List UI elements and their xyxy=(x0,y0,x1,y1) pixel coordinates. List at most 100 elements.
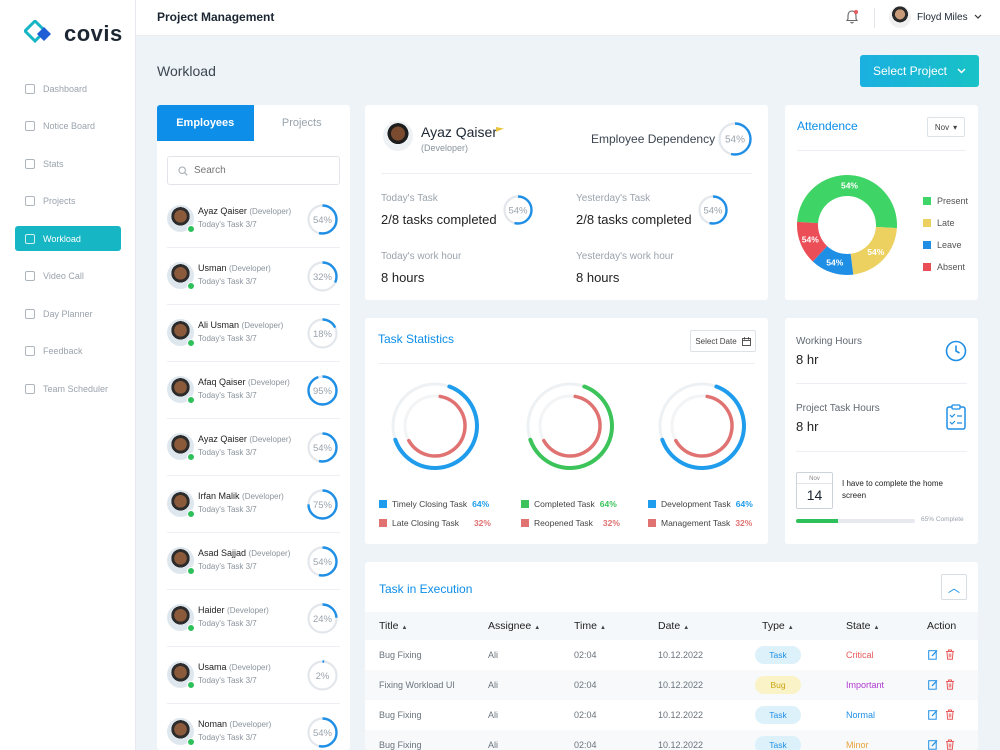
online-status-dot xyxy=(187,510,195,518)
employee-role: (Developer) xyxy=(249,435,292,444)
delete-icon[interactable] xyxy=(945,709,955,720)
sidebar-item-label: Stats xyxy=(43,158,64,169)
sidebar-item-team-scheduler[interactable]: Team Scheduler xyxy=(15,376,121,401)
employee-list-item[interactable]: Usman (Developer) Today's Task 3/7 32% xyxy=(167,248,340,305)
employee-progress-ring: 24% xyxy=(307,603,338,634)
employee-dependency-label: Employee Dependency xyxy=(591,132,716,146)
delete-icon[interactable] xyxy=(945,739,955,750)
column-header-assignee[interactable]: Assignee ▲ xyxy=(488,620,540,632)
search-box[interactable] xyxy=(167,156,340,185)
legend-swatch xyxy=(923,241,931,249)
employee-role: (Developer) xyxy=(248,378,290,387)
employee-list-item[interactable]: Ali Usman (Developer) Today's Task 3/7 18% xyxy=(167,305,340,362)
month-select[interactable]: Nov ▾ xyxy=(927,117,965,137)
divider xyxy=(378,363,755,364)
employee-list-item[interactable]: Ayaz Qaiser (Developer) Today's Task 3/7 5… xyxy=(167,191,340,248)
employee-task-count: Today's Task 3/7 xyxy=(198,562,257,571)
ring-percent-label: 54% xyxy=(508,206,528,217)
legend-swatch xyxy=(648,519,656,527)
select-project-button[interactable]: Select Project xyxy=(860,55,979,87)
employee-task-count: Today's Task 3/7 xyxy=(198,277,257,286)
delete-icon[interactable] xyxy=(945,649,955,660)
employee-list-item[interactable]: Irfan Malik (Developer) Today's Task 3/7 7… xyxy=(167,476,340,533)
table-header: Title ▲ Assignee ▲ Time ▲ Date ▲ Type ▲ State… xyxy=(365,612,978,640)
edit-icon[interactable] xyxy=(928,649,938,660)
employee-role: (Developer) xyxy=(242,492,284,501)
task-note: I have to complete the home screen xyxy=(842,479,943,500)
ring-progress-arc xyxy=(307,603,338,634)
sidebar-item-projects[interactable]: Projects xyxy=(15,189,121,214)
column-header-state[interactable]: State ▲ xyxy=(846,620,879,632)
sidebar-item-feedback[interactable]: Feedback xyxy=(15,339,121,364)
column-header-label: Title xyxy=(379,620,399,632)
dependency-ring: 54% xyxy=(718,122,752,156)
donut-slice-label: 54% xyxy=(826,258,843,268)
edit-icon[interactable] xyxy=(928,739,938,750)
employee-list-item[interactable]: Asad Sajjad (Developer) Today's Task 3/7 5… xyxy=(167,533,340,590)
divider xyxy=(797,150,966,151)
outer-ring-arc xyxy=(391,382,479,470)
flag-icon xyxy=(496,127,504,132)
delete-icon[interactable] xyxy=(945,679,955,690)
legend-timely-closing: Timely Closing Task 64% xyxy=(379,499,489,509)
table-row[interactable]: Bug Fixing Ali 02:04 10.12.2022 Task Minor xyxy=(365,730,978,750)
column-header-type[interactable]: Type ▲ xyxy=(762,620,794,632)
table-row[interactable]: Fixing Workload UI Ali 02:04 10.12.2022 Bug I… xyxy=(365,670,978,700)
select-date-button[interactable]: Select Date xyxy=(690,330,756,352)
ring-percent-label: 95% xyxy=(313,386,333,397)
today-task-label: Today's Task xyxy=(381,193,438,204)
inner-ring-arc xyxy=(538,394,602,458)
sidebar-item-video-call[interactable]: Video Call xyxy=(15,264,121,289)
today-task-value: 2/8 tasks completed xyxy=(381,212,497,227)
tab-projects[interactable]: Projects xyxy=(281,117,322,129)
profile-role: (Developer) xyxy=(421,143,469,153)
employee-list-item[interactable]: Ayaz Qaiser (Developer) Today's Task 3/7 5… xyxy=(167,419,340,476)
table-row[interactable]: Bug Fixing Ali 02:04 10.12.2022 Task Normal xyxy=(365,700,978,730)
cell-assignee: Ali xyxy=(488,710,499,720)
brand-logo[interactable]: covis xyxy=(24,20,123,48)
sidebar-item-day-planner[interactable]: Day Planner xyxy=(15,301,121,326)
user-menu[interactable]: Floyd Miles xyxy=(889,6,982,28)
employee-role: (Developer) xyxy=(227,606,269,615)
legend-item-late: Late xyxy=(923,212,968,234)
sidebar-item-workload[interactable]: Workload xyxy=(15,226,121,251)
column-header-title[interactable]: Title ▲ xyxy=(379,620,407,632)
employee-list-item[interactable]: Afaq Qaiser (Developer) Today's Task 3/7 9… xyxy=(167,362,340,419)
yesterday-hour-value: 8 hours xyxy=(576,270,620,285)
brand-name: covis xyxy=(64,21,123,46)
select-project-label: Select Project xyxy=(872,64,948,78)
sidebar-item-notice-board[interactable]: Notice Board xyxy=(15,114,121,139)
table-row[interactable]: Bug Fixing Ali 02:04 10.12.2022 Task Critical xyxy=(365,640,978,670)
legend-swatch xyxy=(379,519,387,527)
calendar-date-badge: Nov 14 xyxy=(796,472,833,509)
column-header-time[interactable]: Time ▲ xyxy=(574,620,606,632)
donut-slice-label: 54% xyxy=(841,181,858,191)
employee-list-item[interactable]: Noman (Developer) Today's Task 3/7 54% xyxy=(167,704,340,750)
sidebar-item-stats[interactable]: Stats xyxy=(15,151,121,176)
cell-title: Bug Fixing xyxy=(379,710,422,720)
avatar xyxy=(167,490,195,518)
header-divider xyxy=(874,8,875,28)
working-hours-label: Working Hours xyxy=(796,336,862,347)
state-badge: Important xyxy=(846,680,885,690)
bell-icon[interactable] xyxy=(844,9,860,25)
tab-employees[interactable]: Employees xyxy=(157,105,254,141)
edit-icon[interactable] xyxy=(928,679,938,690)
column-header-label: Action xyxy=(927,620,957,632)
search-input[interactable] xyxy=(194,165,334,176)
donut-slice-absent xyxy=(797,221,828,262)
chevron-down-icon xyxy=(957,68,966,74)
sidebar-nav: Dashboard Notice Board Stats Projects Wo… xyxy=(0,76,136,414)
ring-percent-label: 54% xyxy=(313,215,333,226)
online-status-dot xyxy=(187,681,195,689)
employee-list-item[interactable]: Haider (Developer) Today's Task 3/7 24% xyxy=(167,590,340,647)
edit-icon[interactable] xyxy=(928,709,938,720)
donut-slice-label: 54% xyxy=(867,247,884,257)
column-header-date[interactable]: Date ▲ xyxy=(658,620,689,632)
employee-list-item[interactable]: Usama (Developer) Today's Task 3/7 2% xyxy=(167,647,340,704)
employee-name-line: Ayaz Qaiser (Developer) xyxy=(198,206,291,216)
collapse-button[interactable]: ︿ xyxy=(941,574,967,600)
progress-fill xyxy=(796,519,838,523)
sidebar-item-dashboard[interactable]: Dashboard xyxy=(15,76,121,101)
ring-percent-label: 54% xyxy=(313,728,333,739)
